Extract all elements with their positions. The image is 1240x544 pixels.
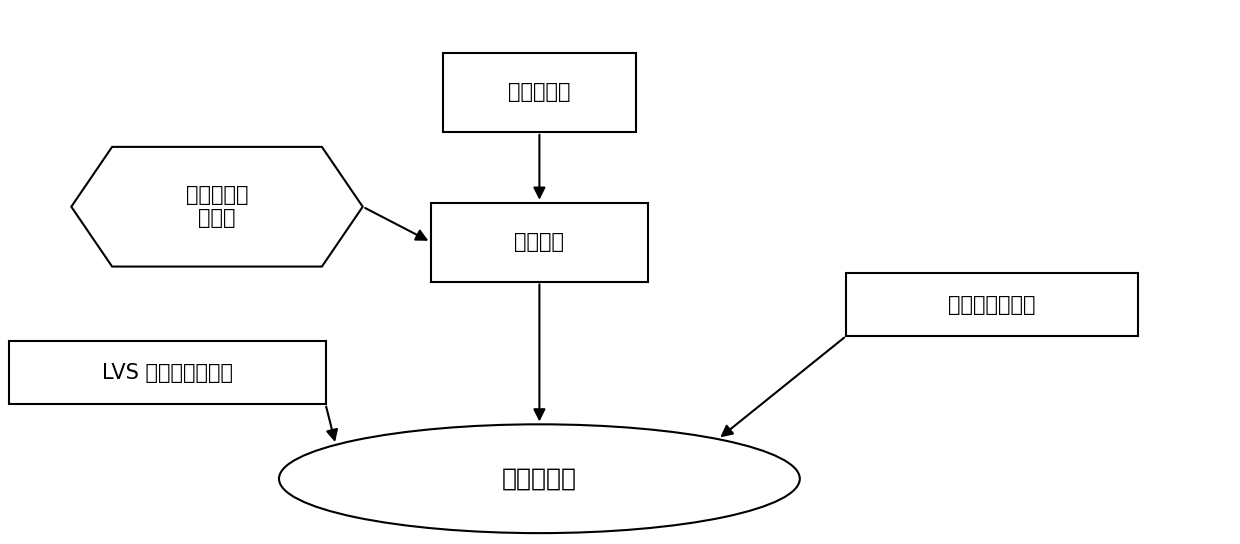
Ellipse shape: [279, 424, 800, 533]
FancyBboxPatch shape: [10, 342, 325, 404]
Text: 版图网表脚
本文件: 版图网表脚 本文件: [186, 185, 248, 228]
Text: LVS 设计规则运行集: LVS 设计规则运行集: [102, 363, 233, 382]
Text: 版图数据库: 版图数据库: [508, 83, 570, 102]
FancyBboxPatch shape: [432, 202, 647, 282]
Polygon shape: [71, 147, 362, 267]
Text: 一致性比较: 一致性比较: [502, 467, 577, 491]
FancyBboxPatch shape: [847, 274, 1138, 336]
Text: 版图网表: 版图网表: [515, 232, 564, 252]
Text: 电路原理图网表: 电路原理图网表: [949, 295, 1035, 314]
FancyBboxPatch shape: [444, 53, 635, 132]
